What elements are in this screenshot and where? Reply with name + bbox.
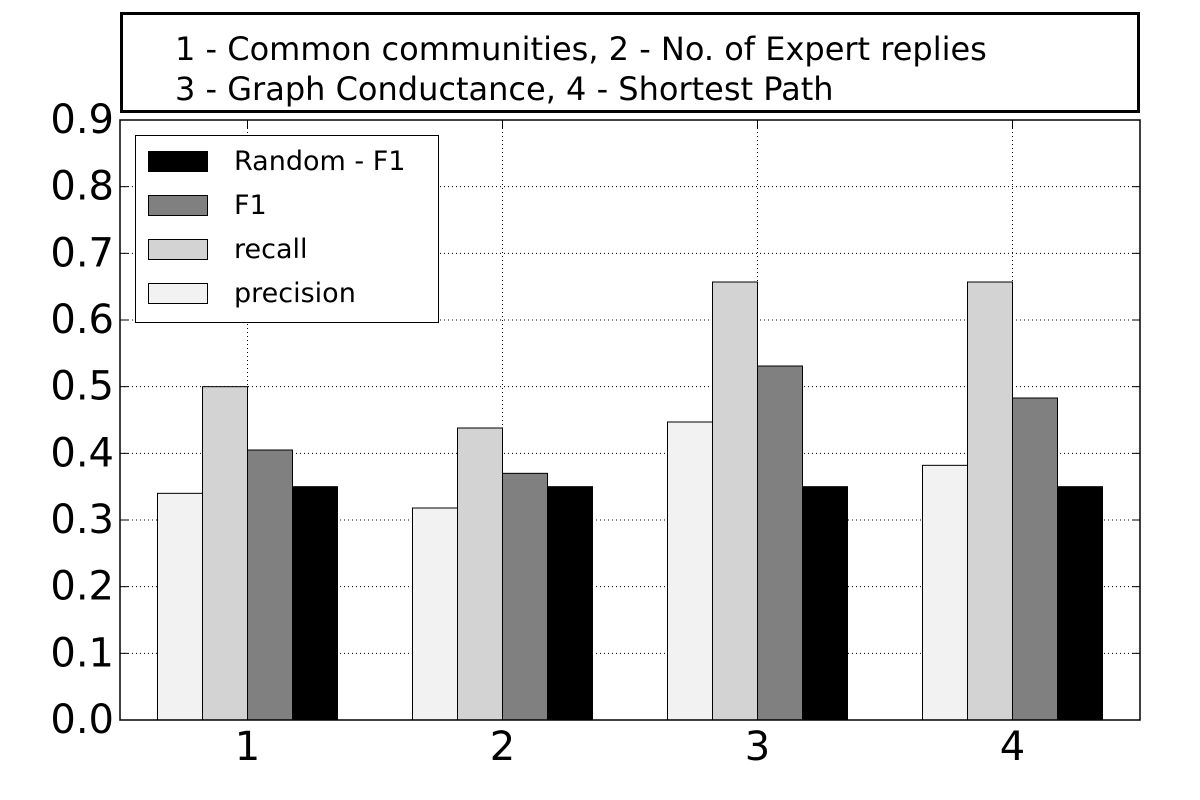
y-tick-label: 0.8: [50, 164, 114, 210]
legend-swatch: [148, 239, 208, 260]
bar-random-f1-3: [802, 486, 848, 721]
bar-precision-2: [412, 507, 458, 721]
caption-box: 1 - Common communities, 2 - No. of Exper…: [120, 12, 1140, 113]
bar-random-f1-4: [1057, 486, 1103, 721]
bar-recall-4: [967, 281, 1013, 721]
bar-f1-4: [1012, 397, 1058, 721]
caption-line-2: 3 - Graph Conductance, 4 - Shortest Path: [175, 70, 834, 108]
legend-label: Random - F1: [234, 146, 406, 177]
y-tick-label: 0.1: [50, 630, 114, 676]
x-tick-label: 3: [745, 724, 770, 770]
axis-ticks: 0.0 0.1 0.2 0.3 0.4 0.5 0.6 0.7 0.8 0.9 1 2 3 4: [50, 97, 1140, 770]
y-tick-label: 0.7: [50, 230, 114, 276]
bar-precision-3: [667, 421, 713, 721]
bars: [157, 281, 1103, 721]
y-tick-label: 0.0: [50, 697, 114, 743]
y-tick-label: 0.4: [50, 430, 114, 476]
x-tick-label: 2: [490, 724, 515, 770]
bar-precision-1: [157, 492, 203, 721]
legend-swatch: [148, 283, 208, 304]
x-tick-label: 4: [1000, 724, 1025, 770]
y-tick-label: 0.3: [50, 497, 114, 543]
plot-frame: [119, 119, 1141, 721]
bar-random-f1-2: [547, 486, 593, 721]
caption-line-1: 1 - Common communities, 2 - No. of Exper…: [175, 30, 987, 68]
bar-recall-3: [712, 281, 758, 721]
bar-f1-1: [247, 449, 293, 721]
y-tick-label: 0.6: [50, 297, 114, 343]
bar-recall-1: [202, 386, 248, 721]
x-tick-label: 1: [235, 724, 260, 770]
legend-swatch: [148, 195, 208, 216]
y-tick-label: 0.2: [50, 564, 114, 610]
y-tick-label: 0.5: [50, 364, 114, 410]
bar-recall-2: [457, 427, 503, 721]
legend-swatch: [148, 151, 208, 172]
legend-label: F1: [234, 190, 267, 221]
bar-f1-3: [757, 365, 803, 721]
bar-f1-2: [502, 472, 548, 721]
legend: Random - F1 F1 recall precision: [135, 135, 439, 323]
legend-label: precision: [234, 278, 356, 309]
bar-precision-4: [922, 464, 968, 721]
bar-random-f1-1: [292, 486, 338, 721]
legend-label: recall: [234, 234, 308, 265]
y-tick-label: 0.9: [50, 97, 114, 143]
